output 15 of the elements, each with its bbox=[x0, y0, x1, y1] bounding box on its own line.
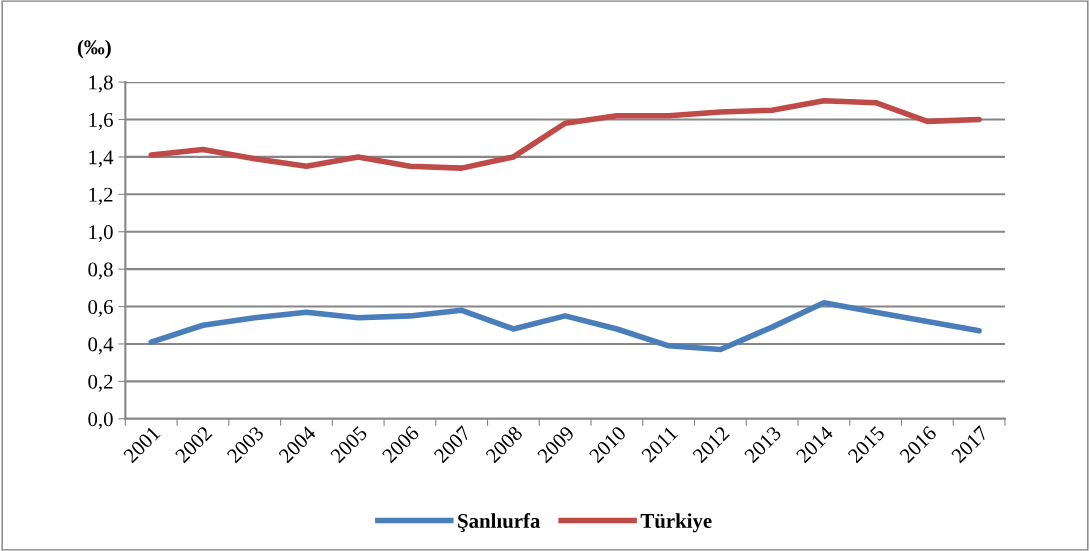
y-tick-label: 0,4 bbox=[88, 337, 114, 355]
y-tick-label: 1,4 bbox=[89, 150, 114, 168]
legend-label: Şanlıurfa bbox=[458, 513, 541, 533]
legend-label: Türkiye bbox=[640, 513, 712, 533]
y-tick-label: 0,0 bbox=[88, 412, 113, 430]
y-tick-label: 1,8 bbox=[89, 75, 113, 93]
y-tick-label: 1,6 bbox=[89, 112, 113, 130]
y-tick-label: 0,8 bbox=[88, 262, 113, 280]
y-tick-label: 1,2 bbox=[89, 187, 113, 205]
x-tick-label: 2011 bbox=[640, 425, 679, 463]
y-axis-title: (‰) bbox=[77, 39, 111, 59]
x-tick-label: 2001 bbox=[122, 425, 161, 464]
y-tick-label: 0,6 bbox=[88, 299, 113, 317]
y-tick-label: 1,0 bbox=[89, 225, 113, 243]
y-tick-label: 0,2 bbox=[88, 374, 113, 392]
